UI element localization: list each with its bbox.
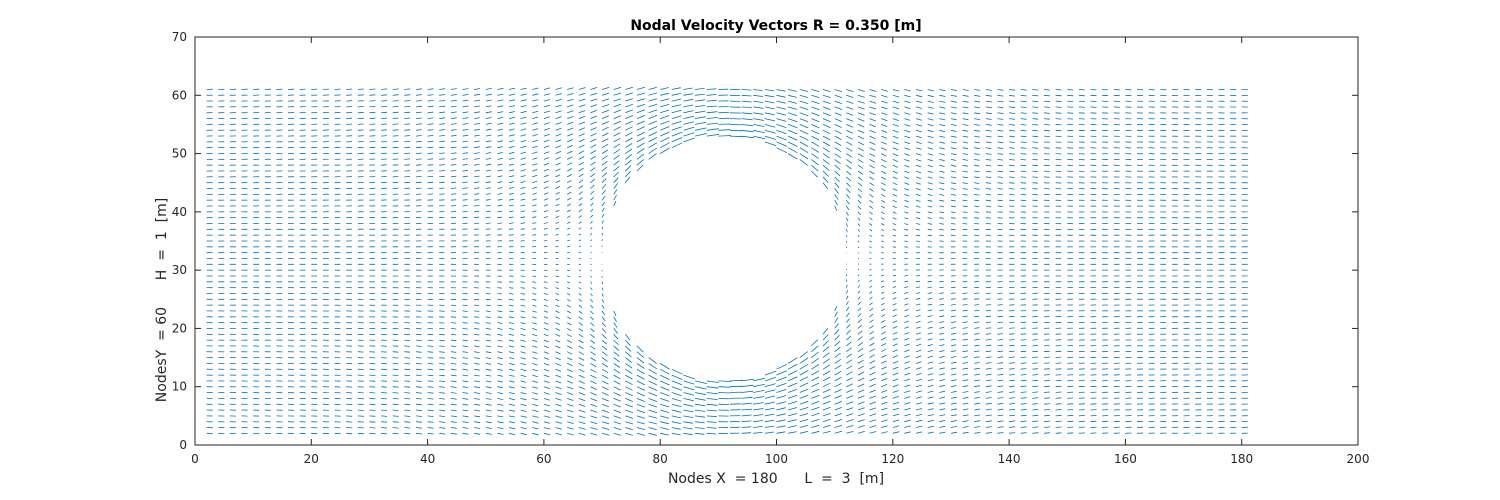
x-tick-label: 40 bbox=[420, 452, 435, 466]
y-axis-label: NodesY = 60 H = 1 [m] bbox=[154, 198, 170, 402]
y-tick-label: 30 bbox=[172, 263, 187, 277]
x-tick-label: 0 bbox=[191, 452, 199, 466]
x-tick-label: 200 bbox=[1347, 452, 1370, 466]
x-tick-label: 80 bbox=[653, 452, 668, 466]
velocity-vectors bbox=[206, 86, 1248, 436]
x-tick-label: 20 bbox=[304, 452, 319, 466]
y-tick-label: 20 bbox=[172, 321, 187, 335]
y-axis: 0 10 20 30 40 50 60 70 bbox=[172, 30, 1358, 452]
y-tick-label: 50 bbox=[172, 147, 187, 161]
x-tick-label: 60 bbox=[536, 452, 551, 466]
y-tick-label: 60 bbox=[172, 88, 187, 102]
x-tick-label: 180 bbox=[1230, 452, 1253, 466]
y-tick-label: 40 bbox=[172, 205, 187, 219]
x-tick-label: 120 bbox=[881, 452, 904, 466]
x-tick-label: 140 bbox=[998, 452, 1021, 466]
y-tick-label: 70 bbox=[172, 30, 187, 44]
x-tick-label: 160 bbox=[1114, 452, 1137, 466]
y-tick-label: 0 bbox=[179, 438, 187, 452]
x-tick-label: 100 bbox=[765, 452, 788, 466]
x-axis: 0 20 40 60 80 100 120 140 160 180 200 bbox=[191, 37, 1369, 466]
chart-title: Nodal Velocity Vectors R = 0.350 [m] bbox=[630, 18, 921, 34]
quiver-field bbox=[206, 86, 1248, 436]
y-tick-label: 10 bbox=[172, 380, 187, 394]
x-axis-label: Nodes X = 180 L = 3 [m] bbox=[668, 471, 884, 487]
